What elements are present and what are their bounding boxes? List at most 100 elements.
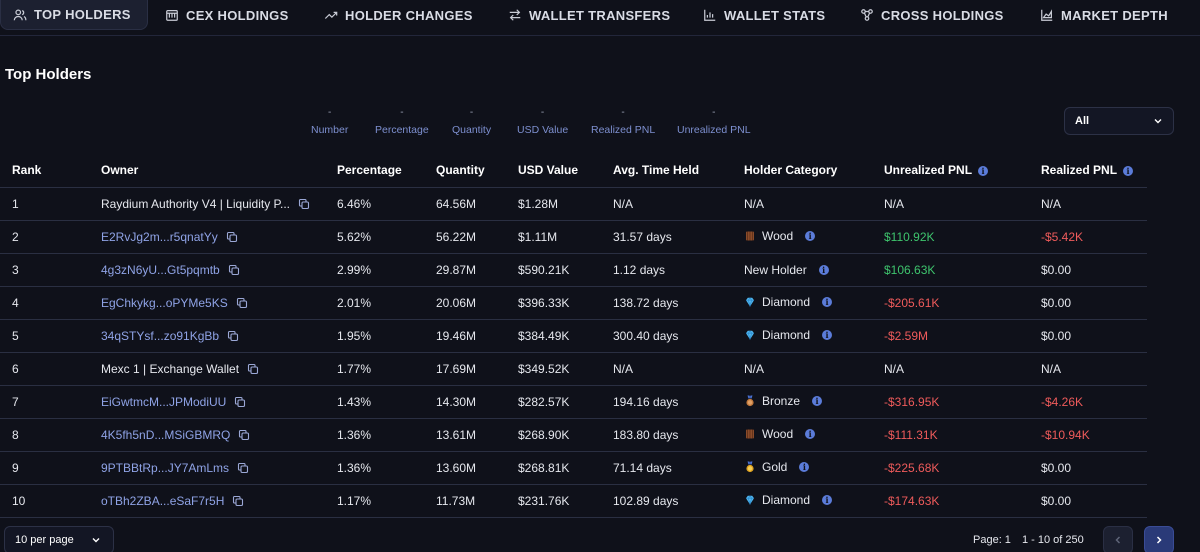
stat-percentage: - Percentage [375, 108, 429, 137]
owner-address[interactable]: 34qSTYsf...zo91KgBb [101, 328, 220, 343]
area-chart-icon [1040, 8, 1054, 22]
info-icon[interactable]: i [822, 329, 833, 340]
stat-label: Unrealized PNL [677, 124, 751, 136]
cell-category: N/A [732, 352, 872, 386]
cell-percentage: 1.95% [325, 319, 424, 353]
cell-category: N/A [732, 187, 872, 221]
cell-owner: EgChkykg...oPYMe5KS [89, 286, 325, 320]
cell-quantity: 20.06M [424, 286, 506, 320]
cell-realized-pnl: $0.00 [1029, 253, 1147, 287]
filter-value: All [1075, 115, 1090, 127]
copy-icon[interactable] [298, 198, 310, 210]
owner-address[interactable]: EiGwtmcM...JPModiUU [101, 394, 227, 409]
copy-icon[interactable] [237, 462, 249, 474]
per-page-select[interactable]: 10 per page [4, 526, 114, 552]
column-header-quantity[interactable]: Quantity [424, 154, 506, 188]
table-row[interactable]: 10 oTBh2ZBA...eSaF7r5H 1.17% 11.73M $231.76K… [0, 484, 1147, 518]
table-header-row: Rank Owner Percentage Quantity USD Value… [0, 154, 1147, 188]
info-icon[interactable]: i [1123, 166, 1134, 177]
cell-rank: 4 [0, 286, 89, 320]
info-icon[interactable]: i [799, 461, 810, 472]
cell-unrealized-pnl: $106.63K [872, 253, 1029, 287]
cell-rank: 5 [0, 319, 89, 353]
cell-realized-pnl: $0.00 [1029, 484, 1147, 518]
cell-percentage: 1.36% [325, 418, 424, 452]
info-icon[interactable]: i [805, 230, 816, 241]
cell-quantity: 29.87M [424, 253, 506, 287]
copy-icon[interactable] [227, 330, 239, 342]
cell-quantity: 19.46M [424, 319, 506, 353]
table-row[interactable]: 7 EiGwtmcM...JPModiUU 1.43% 14.30M $282.57K 1… [0, 385, 1147, 419]
tab-wallet-transfers[interactable]: WALLET TRANSFERS [508, 0, 670, 30]
copy-icon[interactable] [226, 231, 238, 243]
cell-avg-time: 300.40 days [601, 319, 732, 353]
cell-category: Bronze i [732, 385, 872, 419]
table-row[interactable]: 6 Mexc 1 | Exchange Wallet 1.77% 17.69M $349… [0, 352, 1147, 386]
cell-quantity: 11.73M [424, 484, 506, 518]
copy-icon[interactable] [228, 264, 240, 276]
table-row[interactable]: 4 EgChkykg...oPYMe5KS 2.01% 20.06M $396.33K 1… [0, 286, 1147, 320]
tab-cross-holdings[interactable]: CROSS HOLDINGS [860, 0, 1004, 30]
owner-address[interactable]: 9PTBBtRp...JY7AmLms [101, 460, 230, 475]
column-header-percentage[interactable]: Percentage [325, 154, 424, 188]
owner-address[interactable]: 4g3zN6yU...Gt5pqmtb [101, 262, 220, 277]
column-header-rank[interactable]: Rank [0, 154, 89, 188]
info-icon[interactable]: i [978, 166, 989, 177]
tab-market-depth[interactable]: MARKET DEPTH [1040, 0, 1168, 30]
cell-category: Diamond i [732, 319, 872, 353]
gold-medal-icon [744, 461, 756, 473]
nodes-icon [860, 8, 874, 22]
owner-address[interactable]: E2RvJg2m...r5qnatYy [101, 229, 218, 244]
table-row[interactable]: 1 Raydium Authority V4 | Liquidity P... 6.… [0, 187, 1147, 221]
stat-value: - [621, 107, 625, 118]
cell-unrealized-pnl: N/A [872, 187, 1029, 221]
owner-address[interactable]: oTBh2ZBA...eSaF7r5H [101, 493, 225, 508]
cell-category: Wood i [732, 418, 872, 452]
info-icon[interactable]: i [822, 296, 833, 307]
next-page-button[interactable] [1144, 526, 1174, 552]
cell-rank: 10 [0, 484, 89, 518]
table-row[interactable]: 9 9PTBBtRp...JY7AmLms 1.36% 13.60M $268.81K 7… [0, 451, 1147, 485]
cell-percentage: 2.99% [325, 253, 424, 287]
copy-icon[interactable] [232, 495, 244, 507]
cell-rank: 1 [0, 187, 89, 221]
cell-avg-time: 1.12 days [601, 253, 732, 287]
table-row[interactable]: 3 4g3zN6yU...Gt5pqmtb 2.99% 29.87M $590.21K 1… [0, 253, 1147, 287]
column-header-avg-time[interactable]: Avg. Time Held [601, 154, 732, 188]
copy-icon[interactable] [234, 396, 246, 408]
holder-filter-select[interactable]: All [1064, 107, 1174, 135]
column-header-owner[interactable]: Owner [89, 154, 325, 188]
copy-icon[interactable] [238, 429, 250, 441]
owner-address[interactable]: EgChkykg...oPYMe5KS [101, 295, 228, 310]
category-label: Wood [762, 228, 794, 243]
info-icon[interactable]: i [812, 395, 823, 406]
stat-label: Realized PNL [591, 124, 656, 136]
table-row[interactable]: 8 4K5fh5nD...MSiGBMRQ 1.36% 13.61M $268.90K 1… [0, 418, 1147, 452]
copy-icon[interactable] [236, 297, 248, 309]
tab-cex-holdings[interactable]: CEX HOLDINGS [165, 0, 289, 30]
tab-label: CEX HOLDINGS [186, 7, 289, 23]
tab-top-holders[interactable]: TOP HOLDERS [0, 0, 148, 30]
copy-icon[interactable] [247, 363, 259, 375]
table-row[interactable]: 2 E2RvJg2m...r5qnatYy 5.62% 56.22M $1.11M 31.… [0, 220, 1147, 254]
stat-label: Number [311, 124, 349, 136]
previous-page-button[interactable] [1103, 526, 1133, 552]
info-icon[interactable]: i [805, 428, 816, 439]
cell-avg-time: 31.57 days [601, 220, 732, 254]
cell-usd-value: $268.90K [506, 418, 601, 452]
cell-category: Gold i [732, 451, 872, 485]
owner-address[interactable]: 4K5fh5nD...MSiGBMRQ [101, 427, 231, 442]
column-header-realized-pnl[interactable]: Realized PNL i [1029, 154, 1147, 188]
cell-usd-value: $590.21K [506, 253, 601, 287]
tab-wallet-stats[interactable]: WALLET STATS [703, 0, 825, 30]
column-header-unrealized-pnl[interactable]: Unrealized PNL i [872, 154, 1029, 188]
column-header-category[interactable]: Holder Category [732, 154, 872, 188]
info-icon[interactable]: i [822, 494, 833, 505]
column-header-usd-value[interactable]: USD Value [506, 154, 601, 188]
cell-percentage: 1.43% [325, 385, 424, 419]
cell-percentage: 1.17% [325, 484, 424, 518]
table-row[interactable]: 5 34qSTYsf...zo91KgBb 1.95% 19.46M $384.49K 3… [0, 319, 1147, 353]
cell-percentage: 6.46% [325, 187, 424, 221]
info-icon[interactable]: i [818, 264, 829, 275]
tab-holder-changes[interactable]: HOLDER CHANGES [324, 0, 473, 30]
